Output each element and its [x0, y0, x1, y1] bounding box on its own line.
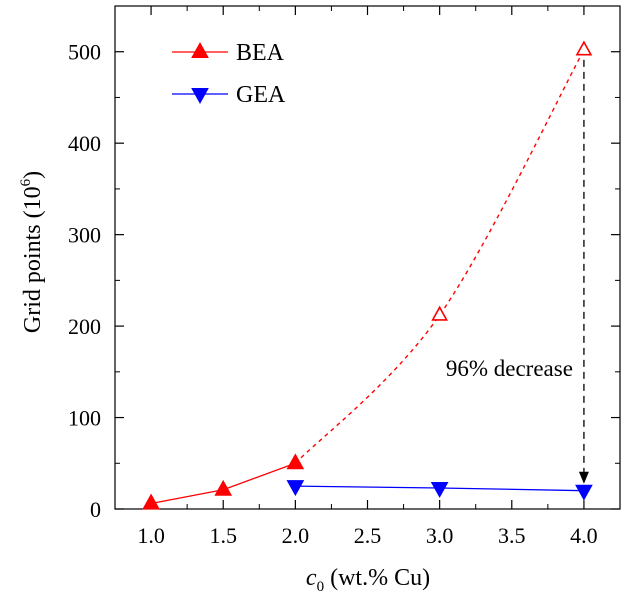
- x-tick-label: 2.0: [282, 523, 310, 548]
- tick-marks: [114, 5, 621, 510]
- bea-point: [286, 453, 305, 470]
- x-tick-label: 1.0: [137, 523, 165, 548]
- plot-frame: [114, 5, 621, 510]
- legend-marker-gea: [191, 88, 209, 104]
- y-tick-label: 100: [68, 406, 101, 431]
- bea-extrapolated-point: [431, 305, 449, 321]
- x-tick-label: 1.5: [209, 523, 237, 548]
- x-tick-label: 4.0: [570, 523, 598, 548]
- x-axis-label-italic: c: [306, 565, 317, 591]
- bea-point: [214, 479, 233, 496]
- tick-labels: 1.0 1.5 2.0 2.5 3.0 3.5 4.0 0 100 200 300 400 500: [68, 40, 598, 548]
- y-tick-label: 200: [68, 314, 101, 339]
- y-axis-label: Grid points (106): [18, 171, 46, 333]
- gea-point: [286, 480, 305, 497]
- legend-marker-bea: [191, 42, 209, 58]
- x-axis-label: c0 (wt.% Cu): [306, 565, 430, 595]
- x-tick-label: 3.5: [498, 523, 526, 548]
- y-tick-label: 500: [68, 40, 101, 65]
- annotation-layer: 96% decrease: [446, 59, 589, 484]
- gea-point: [430, 481, 449, 498]
- bea-extrapolation-line: [294, 49, 585, 464]
- x-axis-label-rest: (wt.% Cu): [324, 565, 430, 591]
- y-axis-label-superscript: 6: [18, 178, 34, 186]
- x-tick-label: 3.0: [426, 523, 454, 548]
- legend-label-bea: BEA: [236, 40, 285, 66]
- decrease-arrow-head: [578, 471, 589, 484]
- x-axis-label-subscript: 0: [317, 579, 325, 595]
- legend-label-gea: GEA: [236, 82, 286, 108]
- y-tick-label: 0: [90, 497, 101, 522]
- legend: BEA GEA: [172, 40, 286, 108]
- annotation-text: 96% decrease: [446, 356, 573, 381]
- y-axis-label-close: ): [20, 171, 46, 179]
- y-axis-label-main: Grid points (10: [20, 186, 46, 333]
- y-tick-label: 300: [68, 223, 101, 248]
- bea-point: [142, 493, 160, 510]
- bea-extrapolated-point: [575, 40, 593, 56]
- x-tick-label: 2.5: [354, 523, 382, 548]
- gea-point: [575, 484, 593, 501]
- y-tick-label: 400: [68, 131, 101, 156]
- series-layer: [142, 40, 593, 510]
